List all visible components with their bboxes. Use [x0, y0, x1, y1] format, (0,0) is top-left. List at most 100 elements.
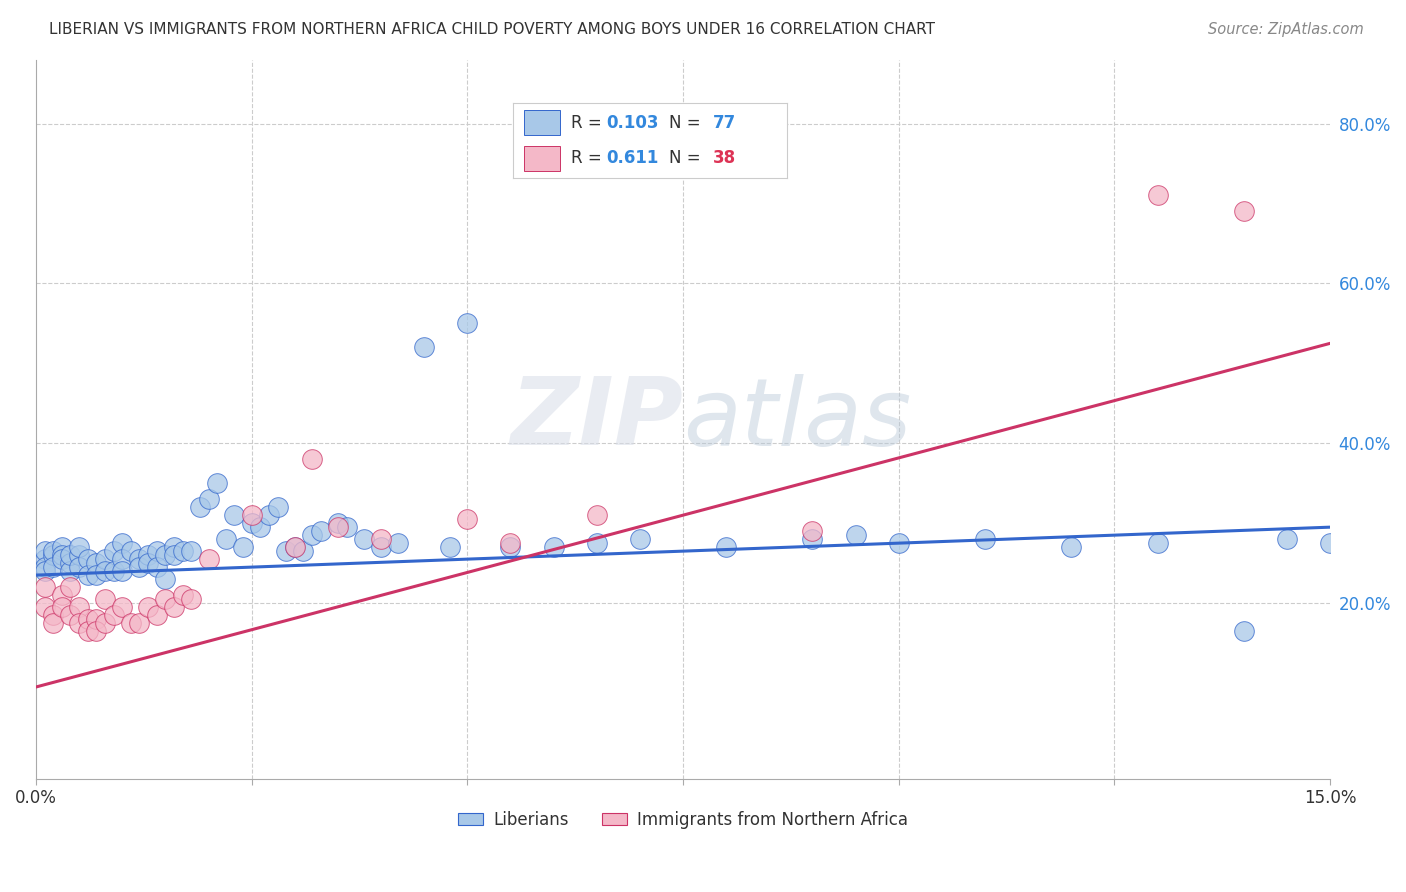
Point	[94, 616, 117, 631]
Point	[59, 580, 82, 594]
Text: N =: N =	[669, 114, 706, 132]
Point	[34, 580, 56, 594]
Point	[353, 532, 375, 546]
Point	[240, 516, 263, 531]
Point	[163, 548, 186, 562]
Point	[215, 532, 238, 546]
Point	[76, 612, 98, 626]
Point	[103, 608, 125, 623]
Text: R =: R =	[571, 149, 607, 167]
Point	[188, 500, 211, 515]
Point	[103, 544, 125, 558]
Point	[76, 624, 98, 638]
Point	[67, 600, 90, 615]
Point	[249, 520, 271, 534]
Point	[387, 536, 409, 550]
Text: N =: N =	[669, 149, 706, 167]
Point	[1146, 536, 1168, 550]
Point	[172, 588, 194, 602]
Point	[335, 520, 357, 534]
Point	[284, 540, 307, 554]
Point	[845, 528, 868, 542]
Point	[128, 616, 150, 631]
Point	[1060, 540, 1083, 554]
Point	[34, 564, 56, 578]
Point	[1319, 536, 1341, 550]
FancyBboxPatch shape	[524, 145, 560, 171]
Point	[34, 600, 56, 615]
Point	[1275, 532, 1298, 546]
Text: LIBERIAN VS IMMIGRANTS FROM NORTHERN AFRICA CHILD POVERTY AMONG BOYS UNDER 16 CO: LIBERIAN VS IMMIGRANTS FROM NORTHERN AFR…	[49, 22, 935, 37]
Point	[145, 544, 167, 558]
Point	[413, 340, 436, 354]
FancyBboxPatch shape	[524, 111, 560, 136]
Point	[284, 540, 307, 554]
Point	[257, 508, 280, 523]
Point	[370, 540, 392, 554]
Point	[86, 612, 108, 626]
Point	[240, 508, 263, 523]
Point	[136, 548, 159, 562]
Point	[499, 540, 522, 554]
Point	[180, 592, 202, 607]
Point	[111, 600, 134, 615]
Point	[145, 608, 167, 623]
Point	[172, 544, 194, 558]
Text: Source: ZipAtlas.com: Source: ZipAtlas.com	[1208, 22, 1364, 37]
Point	[34, 544, 56, 558]
Point	[111, 536, 134, 550]
Point	[51, 540, 73, 554]
Point	[59, 608, 82, 623]
Point	[180, 544, 202, 558]
Point	[42, 616, 65, 631]
Point	[292, 544, 315, 558]
Point	[370, 532, 392, 546]
Point	[67, 616, 90, 631]
Point	[51, 552, 73, 566]
Point	[86, 568, 108, 582]
Point	[76, 552, 98, 566]
Point	[155, 592, 177, 607]
Point	[67, 560, 90, 574]
Point	[51, 588, 73, 602]
Point	[887, 536, 910, 550]
Point	[499, 536, 522, 550]
Point	[974, 532, 997, 546]
Point	[145, 560, 167, 574]
Point	[326, 520, 349, 534]
Point	[136, 600, 159, 615]
Point	[155, 572, 177, 586]
Point	[51, 548, 73, 562]
Point	[120, 544, 142, 558]
Point	[42, 548, 65, 562]
Point	[326, 516, 349, 531]
Text: 0.611: 0.611	[606, 149, 659, 167]
Point	[197, 552, 219, 566]
Point	[585, 536, 607, 550]
Point	[67, 540, 90, 554]
Point	[86, 556, 108, 570]
Point	[266, 500, 288, 515]
Text: R =: R =	[571, 114, 607, 132]
Point	[136, 556, 159, 570]
Point	[120, 616, 142, 631]
Point	[232, 540, 254, 554]
Point	[67, 548, 90, 562]
Point	[128, 560, 150, 574]
Text: 77: 77	[713, 114, 737, 132]
Point	[34, 552, 56, 566]
Point	[163, 540, 186, 554]
Point	[42, 544, 65, 558]
Point	[128, 552, 150, 566]
Point	[543, 540, 565, 554]
Point	[197, 492, 219, 507]
Point	[301, 452, 323, 467]
Point	[276, 544, 298, 558]
Point	[42, 608, 65, 623]
Point	[205, 476, 228, 491]
Point	[111, 552, 134, 566]
Point	[1146, 188, 1168, 202]
Point	[59, 548, 82, 562]
Text: 38: 38	[713, 149, 737, 167]
Point	[51, 600, 73, 615]
